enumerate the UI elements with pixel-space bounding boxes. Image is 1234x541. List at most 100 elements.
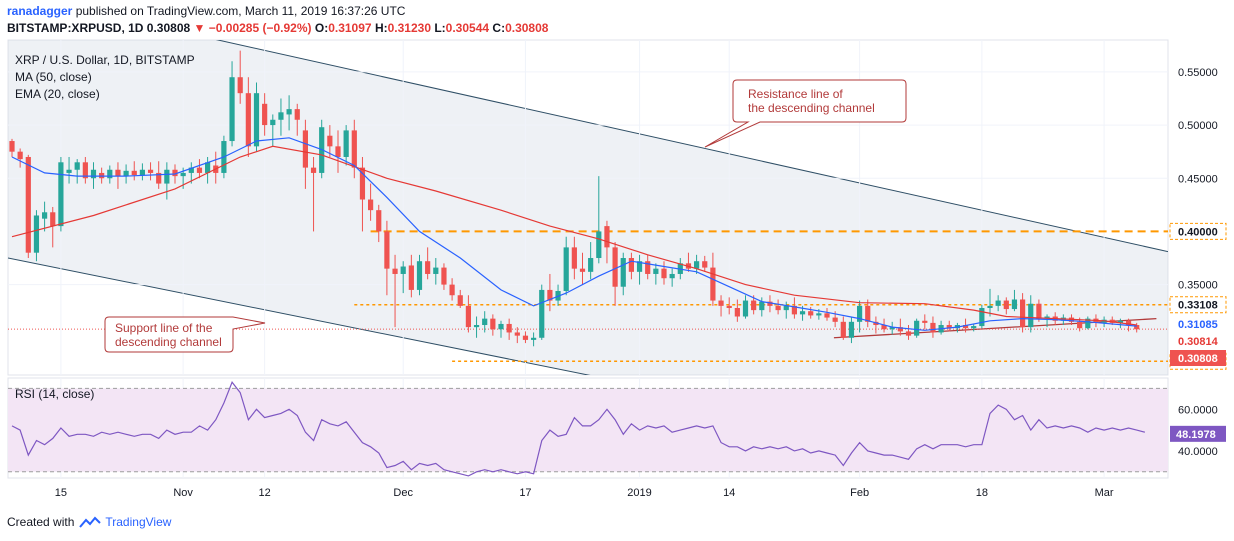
candle-body: [343, 130, 349, 157]
candle-body: [702, 261, 708, 268]
candle-body: [123, 170, 129, 177]
rsi-current-bg: [1170, 425, 1226, 442]
candle-body: [661, 268, 667, 279]
y-tick-label: 0.50000: [1178, 120, 1218, 132]
candle-body: [482, 318, 488, 326]
candle-body: [229, 77, 235, 142]
rsi-current-label: 48.1978: [1176, 429, 1216, 441]
candle-body: [840, 321, 846, 338]
price-label-bg: [1170, 333, 1226, 349]
candle-body: [376, 210, 382, 232]
open-label: O:: [314, 21, 329, 35]
candle-body: [742, 300, 749, 317]
candle-body: [971, 326, 977, 329]
candle-body: [33, 215, 40, 253]
candle-body: [759, 301, 765, 311]
candle-body: [416, 261, 423, 290]
candle-body: [710, 267, 716, 301]
candle-body: [66, 169, 72, 173]
y-tick-label: 0.35000: [1178, 280, 1218, 292]
candle-body: [400, 266, 406, 274]
candle-body: [286, 109, 292, 115]
candle-body: [237, 77, 243, 94]
candle-body: [1003, 300, 1009, 310]
price-label: 0.30808: [1178, 353, 1218, 365]
last-price: 0.30808: [146, 21, 191, 35]
price-label: 0.30814: [1178, 336, 1219, 348]
y-tick-label: 0.45000: [1178, 173, 1218, 185]
candle-body: [1117, 320, 1123, 323]
candle-body: [653, 268, 659, 274]
candle-body: [1085, 318, 1091, 329]
candle-body: [579, 268, 586, 272]
x-tick-label: Feb: [850, 487, 869, 499]
candle-body: [628, 258, 634, 272]
candle-body: [751, 300, 757, 311]
candle-body: [604, 226, 610, 248]
candle-body: [425, 261, 431, 274]
candle-body: [791, 305, 797, 315]
rsi-band: [8, 388, 1168, 472]
level-label: 0.33108: [1178, 300, 1218, 312]
candle-body: [359, 167, 366, 200]
candle-body: [832, 317, 838, 322]
candle-body: [645, 261, 651, 274]
candle-body: [547, 289, 553, 301]
publisher-line: ranadagger published on TradingView.com,…: [7, 4, 405, 18]
publisher-username[interactable]: ranadagger: [7, 4, 73, 18]
candle-body: [914, 320, 920, 336]
candle-body: [1077, 321, 1083, 329]
candle-body: [335, 146, 341, 157]
price-label-bg: [1170, 316, 1226, 332]
candle-body: [180, 172, 186, 177]
level-label-bg: [1169, 222, 1227, 240]
support-callout-line1: Support line of the: [115, 321, 213, 335]
candle-body: [1134, 325, 1140, 330]
candle-body: [310, 167, 317, 173]
candle-body: [172, 169, 178, 177]
candle-body: [865, 305, 871, 322]
candle-body: [514, 332, 520, 336]
candle-body: [392, 268, 398, 274]
candle-body: [457, 295, 463, 306]
rsi-tick-label: 40.0000: [1178, 446, 1218, 458]
candle-body: [824, 313, 830, 318]
channel-fill: [8, 40, 1168, 375]
candle-body: [1044, 316, 1050, 319]
candle-body: [889, 327, 895, 330]
candle-body: [115, 169, 121, 177]
candle-body: [498, 323, 504, 330]
x-tick-label: 17: [519, 487, 531, 499]
candle-body: [42, 212, 48, 219]
candle-body: [1036, 303, 1042, 319]
x-tick-label: Dec: [393, 487, 413, 499]
candle-body: [351, 130, 357, 168]
candle-body: [987, 305, 993, 308]
low-value: 0.30544: [445, 21, 490, 35]
low-label: L:: [434, 21, 446, 35]
tradingview-brand[interactable]: TradingView: [105, 515, 172, 529]
candle-body: [302, 130, 308, 168]
candle-body: [465, 305, 471, 328]
candle-body: [327, 135, 333, 147]
candle-body: [25, 156, 31, 253]
candle-body: [995, 300, 1001, 306]
candle-body: [262, 103, 268, 126]
close-label: C:: [492, 21, 506, 35]
candle-body: [196, 167, 203, 173]
candle-body: [270, 119, 276, 126]
candle-body: [946, 325, 952, 329]
footer: Created with TradingView: [7, 515, 171, 529]
ma50-line: [11, 145, 1137, 326]
candle-body: [905, 331, 912, 336]
candle-body: [726, 305, 732, 308]
x-tick-label: 2019: [627, 487, 651, 499]
candle-body: [596, 231, 602, 259]
candle-body: [881, 325, 887, 330]
candle-body: [718, 300, 724, 306]
candle-body: [107, 169, 113, 179]
x-tick-label: Mar: [1095, 487, 1114, 499]
high-label: H:: [374, 21, 388, 35]
candle-body: [783, 305, 789, 311]
